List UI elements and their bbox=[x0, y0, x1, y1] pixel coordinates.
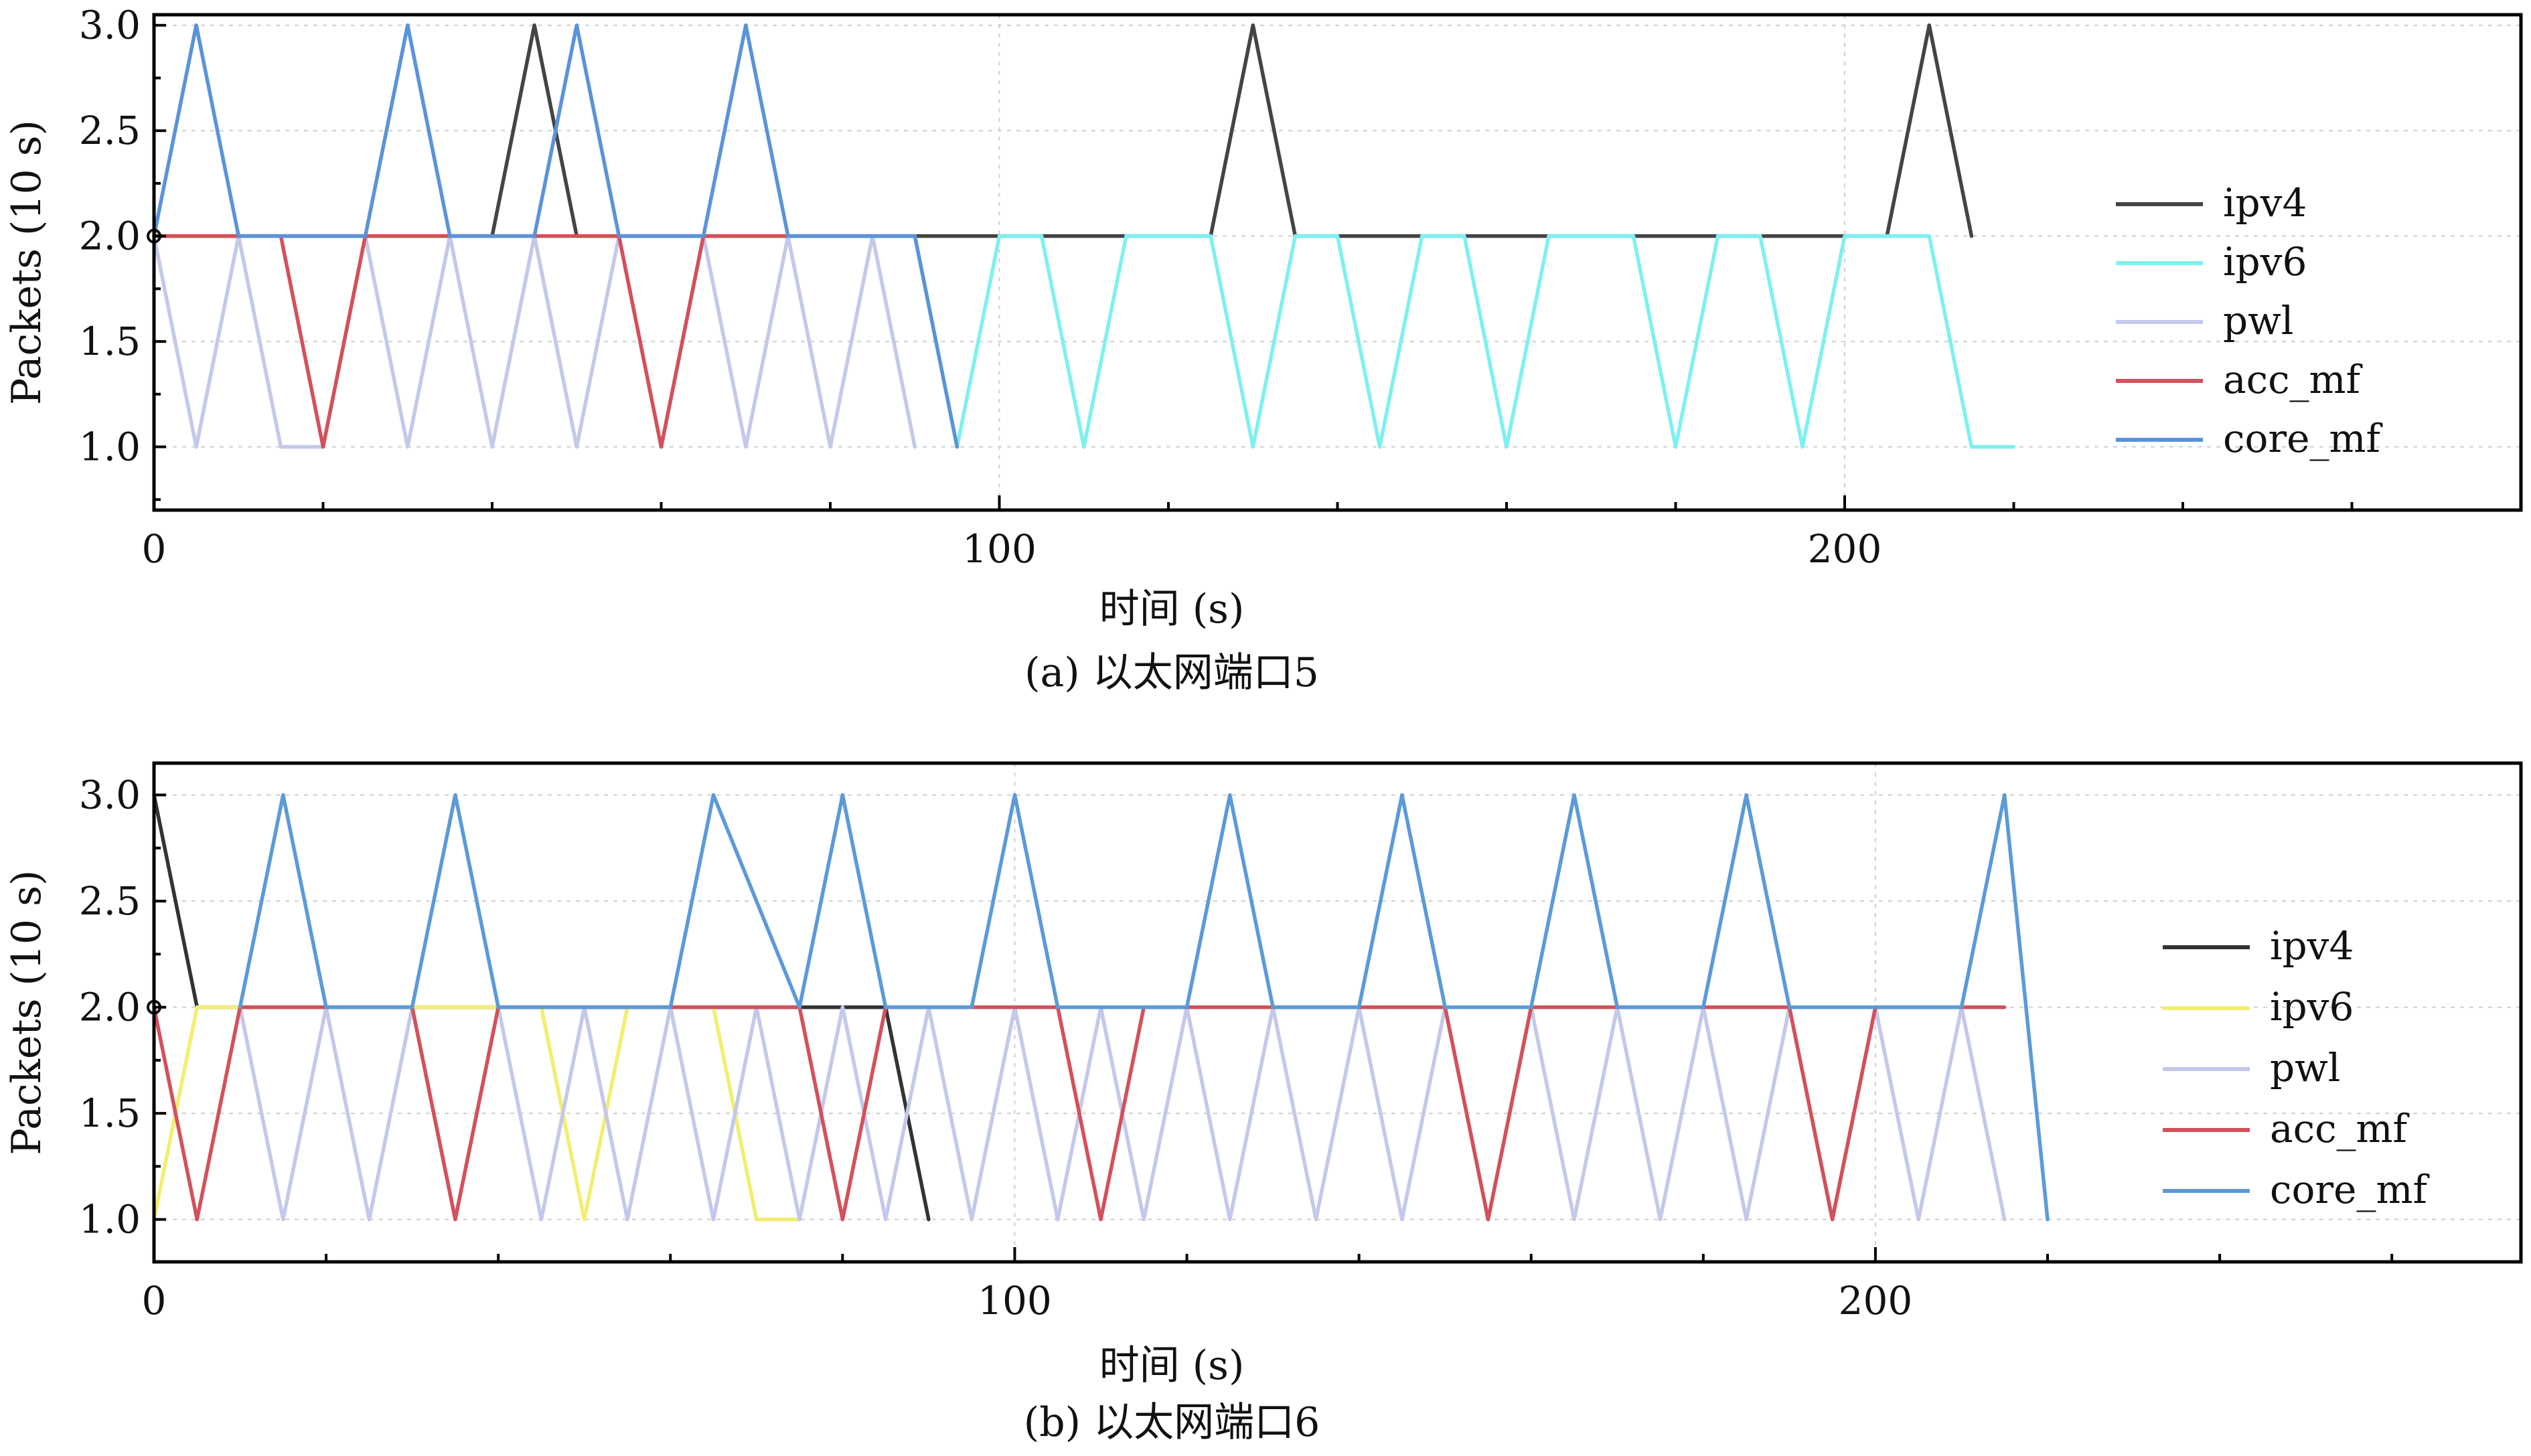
x-tick-label: 0 bbox=[142, 526, 167, 572]
x-tick-label: 200 bbox=[1808, 526, 1882, 572]
x-axis-label: 时间 (s) bbox=[1099, 1342, 1245, 1389]
y-tick-label: 1.0 bbox=[79, 1197, 141, 1242]
series-line-core_mf bbox=[238, 793, 2050, 1222]
y-tick-label: 2.5 bbox=[79, 108, 141, 153]
legend-label-pwl: pwl bbox=[2223, 298, 2293, 343]
y-tick-label: 1.5 bbox=[79, 319, 141, 364]
legend-label-ipv6: ipv6 bbox=[2270, 984, 2354, 1030]
chart-panel-a: 0 100 200 1.0 1.5 2.0 2.5 3.0 Packets (10 s) 时间 (… bbox=[3, 3, 2523, 696]
plot-frame bbox=[152, 761, 2523, 1264]
y-tick-label: 1.0 bbox=[79, 424, 141, 470]
y-tick-label: 3.0 bbox=[79, 3, 141, 48]
y-tick-label: 2.5 bbox=[79, 878, 141, 924]
x-tick-label: 0 bbox=[142, 1278, 167, 1323]
series-line-core_mf bbox=[152, 23, 960, 449]
legend: ipv4 ipv6 pwl acc_mf core_mf bbox=[2163, 923, 2429, 1212]
y-tick-label: 1.5 bbox=[79, 1090, 141, 1136]
chart-panel-b: 0 100 200 1.0 1.5 2.0 2.5 3.0 Packets (10 s) 时间 (… bbox=[3, 761, 2523, 1446]
x-tick-label: 100 bbox=[962, 526, 1037, 572]
panel-caption: (b) 以太网端口6 bbox=[1024, 1399, 1320, 1446]
legend-label-ipv6: ipv6 bbox=[2223, 239, 2307, 285]
legend-label-ipv4: ipv4 bbox=[2223, 180, 2307, 226]
y-axis-label: Packets (10 s) bbox=[3, 120, 50, 405]
x-tick-label: 200 bbox=[1839, 1278, 1913, 1323]
legend-label-core_mf: core_mf bbox=[2270, 1167, 2429, 1212]
x-axis-label: 时间 (s) bbox=[1099, 586, 1245, 633]
panel-caption: (a) 以太网端口5 bbox=[1024, 649, 1319, 696]
legend-label-pwl: pwl bbox=[2270, 1045, 2340, 1090]
series-line-acc_mf bbox=[152, 1005, 2007, 1222]
y-tick-label: 2.0 bbox=[79, 214, 141, 259]
legend: ipv4 ipv6 pwl acc_mf core_mf bbox=[2116, 180, 2382, 461]
legend-label-acc_mf: acc_mf bbox=[2223, 357, 2363, 402]
y-tick-label: 3.0 bbox=[79, 773, 141, 818]
y-tick-label: 2.0 bbox=[79, 985, 141, 1030]
legend-label-core_mf: core_mf bbox=[2223, 416, 2382, 461]
legend-label-ipv4: ipv4 bbox=[2270, 923, 2354, 969]
series-line-ipv6 bbox=[913, 234, 2016, 449]
legend-label-acc_mf: acc_mf bbox=[2270, 1106, 2410, 1151]
x-tick-label: 100 bbox=[978, 1278, 1052, 1323]
y-axis-label: Packets (10 s) bbox=[3, 870, 50, 1155]
